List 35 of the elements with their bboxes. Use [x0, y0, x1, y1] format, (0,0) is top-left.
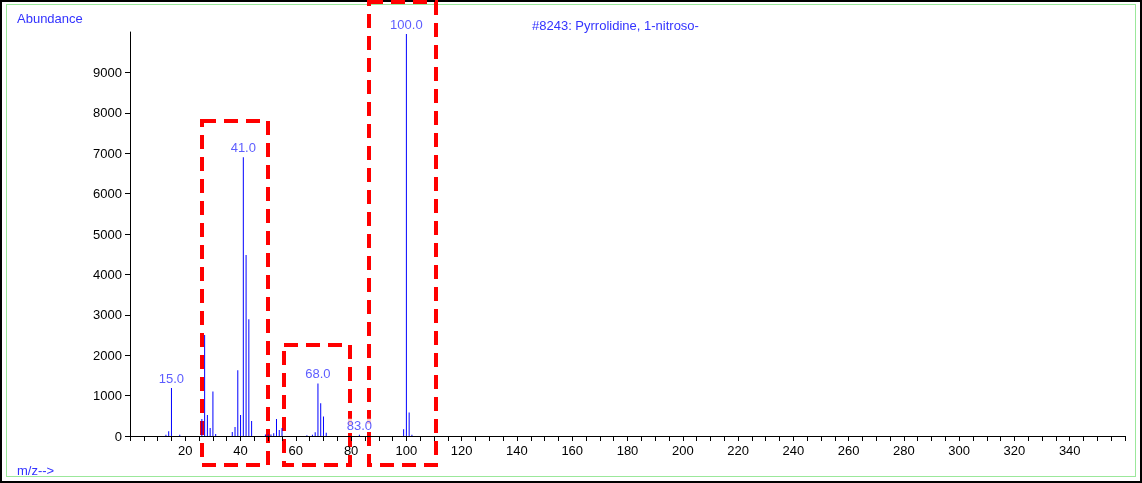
y-axis-title: Abundance	[17, 11, 83, 26]
x-tick-label: 60	[288, 443, 304, 458]
x-tick-label: 340	[1058, 443, 1081, 458]
y-tick-label: 0	[114, 428, 122, 444]
x-tick-label: 140	[506, 443, 528, 458]
x-tick-label: 100	[395, 443, 418, 458]
x-tick-label: 160	[561, 443, 584, 458]
x-tick-label: 20	[178, 443, 193, 458]
y-tick-label: 9000	[93, 64, 122, 80]
x-tick-label: 280	[893, 443, 915, 458]
x-tick-label: 300	[948, 443, 971, 458]
x-tick-label: 200	[671, 443, 694, 458]
y-tick-label: 1000	[93, 388, 122, 404]
x-tick-label: 80	[343, 443, 359, 458]
annotation: 100.0	[390, 17, 423, 33]
y-tick-label: 5000	[93, 226, 122, 242]
x-axis-title: m/z-->	[17, 463, 55, 478]
y-tick-label: 6000	[93, 186, 122, 202]
y-tick-label: 2000	[93, 347, 122, 363]
annotation: 68.0	[305, 366, 331, 382]
chart-title: #8243: Pyrrolidine, 1-nitroso-	[532, 18, 699, 33]
annotation: 41.0	[230, 140, 256, 156]
x-tick-label: 260	[837, 443, 860, 458]
x-tick-label: 220	[727, 443, 749, 458]
y-tick-label: 8000	[93, 105, 122, 121]
y-tick-label: 4000	[93, 266, 122, 282]
x-tick-label: 120	[450, 443, 473, 458]
y-tick-label: 7000	[93, 145, 122, 161]
y-tick-label: 3000	[93, 307, 122, 323]
x-tick-label: 320	[1003, 443, 1026, 458]
annotation: 15.0	[158, 370, 185, 386]
x-tick-label: 240	[782, 443, 805, 458]
annotation: 83.0	[346, 417, 373, 433]
x-tick-label: 180	[616, 443, 639, 458]
x-tick-label: 40	[233, 443, 248, 458]
